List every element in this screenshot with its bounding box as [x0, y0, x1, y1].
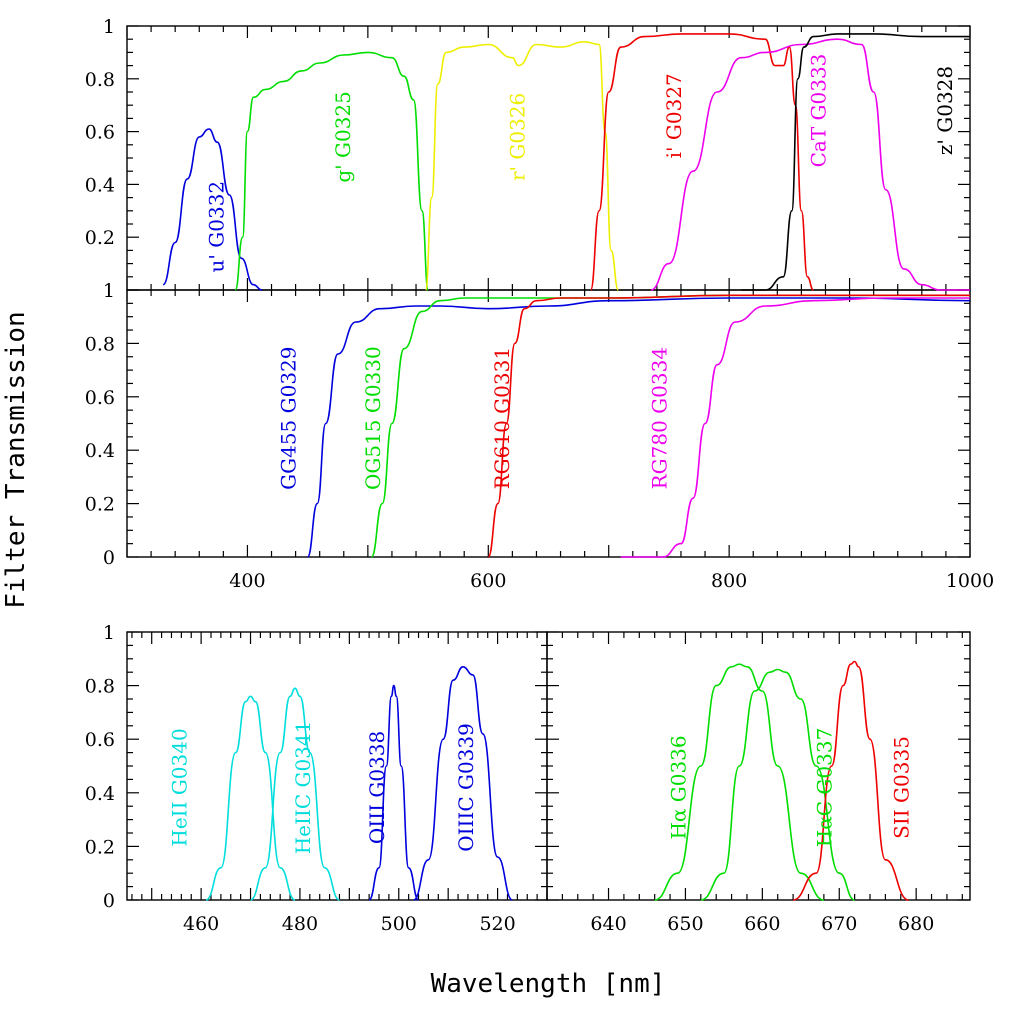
y-tick-label: 0.6	[85, 387, 115, 409]
x-tick-label: 400	[229, 570, 265, 592]
y-tick-label: 0.6	[85, 122, 115, 144]
y-tick-label: 0.8	[85, 333, 115, 355]
label-i-g0327: i' G0327	[662, 73, 686, 158]
label-halphac-g0337: HαC G0337	[813, 728, 837, 847]
label-u-g0332: u' G0332	[204, 181, 228, 273]
curve-z-g0328	[741, 33, 970, 291]
y-tick-label: 0.6	[85, 729, 115, 751]
transmission-curves	[162, 33, 971, 901]
x-tick-label: 650	[667, 913, 703, 935]
label-sii-g0335: SII G0335	[889, 736, 913, 839]
x-tick-label: 670	[821, 913, 857, 935]
curve-gg455-g0329	[306, 297, 971, 558]
label-gg455-g0329: GG455 G0329	[277, 346, 301, 489]
label-oiiic-g0339: OIIIC G0339	[454, 723, 478, 852]
curve-rg780-g0334	[620, 297, 970, 558]
curve-g-g0325	[234, 51, 429, 291]
top-panel-frame	[126, 25, 971, 291]
label-z-g0328: z' G0328	[933, 66, 957, 155]
curve-cat-g0333	[650, 38, 970, 291]
y-tick-label: 0	[103, 890, 115, 912]
x-tick-label: 480	[282, 913, 318, 935]
middle-panel-frame	[126, 289, 971, 558]
x-tick-label: 460	[183, 913, 219, 935]
x-tick-label: 600	[470, 570, 506, 592]
x-tick-label: 500	[381, 913, 417, 935]
y-tick-label: 0.2	[85, 836, 115, 858]
x-tick-label: 680	[898, 913, 934, 935]
y-tick-label: 0.4	[85, 440, 115, 462]
filter-labels: u' G0332 g' G0325 r' G0326 i' G0327 CaT G033…	[167, 54, 957, 855]
y-tick-label: 0.2	[85, 227, 115, 249]
label-oiii-g0338: OIII G0338	[365, 731, 389, 844]
y-tick-label: 1	[103, 16, 115, 38]
label-cat-g0333: CaT G0333	[806, 54, 830, 168]
x-tick-label: 520	[479, 913, 515, 935]
label-g-g0325: g' G0325	[331, 91, 355, 183]
y-tick-label: 1	[103, 280, 115, 302]
axis-ticks	[126, 25, 971, 901]
curve-u-g0332	[162, 128, 263, 291]
y-tick-label: 1	[103, 622, 115, 644]
label-halpha-g0336: Hα G0336	[666, 735, 690, 839]
curve-heiic-g0341	[250, 687, 340, 901]
x-axis-label: Wavelength [nm]	[431, 969, 666, 999]
x-tick-label: 640	[590, 913, 626, 935]
label-rg780-g0334: RG780 G0334	[648, 347, 672, 489]
y-tick-label: 0.8	[85, 69, 115, 91]
y-tick-label: 0	[103, 547, 115, 569]
label-rg610-g0331: RG610 G0331	[490, 347, 514, 489]
curve-heii-g0340	[205, 695, 296, 901]
curve-halpha-g0336	[654, 663, 825, 901]
curve-oiiic-g0339	[413, 666, 513, 901]
curve-rg610-g0331	[487, 294, 970, 558]
label-heiic-g0341: HeIIC G0341	[291, 721, 315, 855]
label-r-g0326: r' G0326	[505, 93, 529, 181]
x-tick-label: 660	[744, 913, 780, 935]
y-tick-label: 0.8	[85, 676, 115, 698]
tick-labels: 0.2 0.4 0.6 0.8 1 0 0.2 0.4 0.6 0.8 1 400 600 800 1000…	[85, 16, 994, 935]
curve-sii-g0335	[792, 660, 909, 901]
x-tick-label: 800	[711, 570, 747, 592]
y-axis-label: Filter Transmission	[1, 311, 31, 608]
y-tick-label: 0.2	[85, 494, 115, 516]
label-heii-g0340: HeII G0340	[167, 728, 191, 846]
y-tick-label: 0.4	[85, 783, 115, 805]
curve-i-g0327	[589, 33, 814, 291]
curve-oiii-g0338	[368, 684, 420, 901]
x-tick-label: 1000	[946, 570, 994, 592]
y-tick-label: 0.4	[85, 174, 115, 196]
label-og515-g0330: OG515 G0330	[361, 346, 385, 490]
